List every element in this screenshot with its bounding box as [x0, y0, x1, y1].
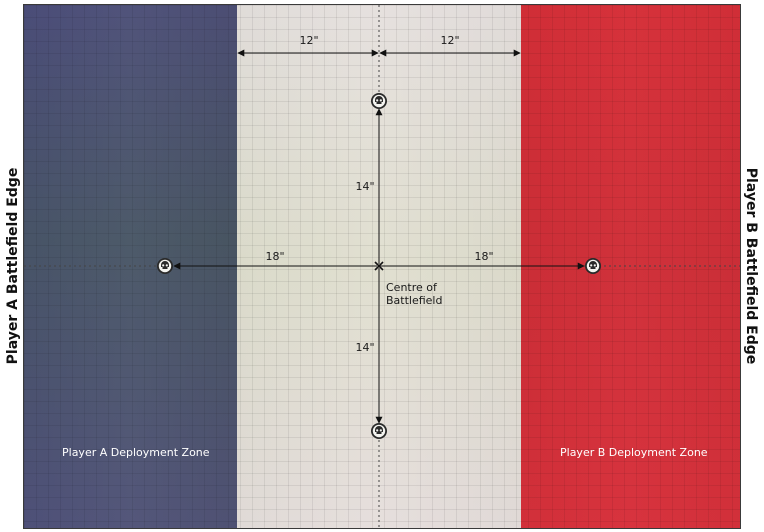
measure-down-label: 14"	[355, 341, 374, 354]
measure-right-label: 18"	[474, 250, 493, 263]
player-b-edge-label: Player B Battlefield Edge	[743, 167, 759, 365]
centre-of-battlefield-label: Centre of Battlefield	[386, 281, 442, 307]
centre-label-line1: Centre of	[386, 281, 437, 294]
player-a-edge-label: Player A Battlefield Edge	[5, 167, 21, 365]
centre-label-line2: Battlefield	[386, 294, 443, 307]
objective-south-skull-icon	[371, 423, 387, 439]
battlefield-map: 12" 12" 14" 14" 18" 18" Centre of Battle…	[24, 5, 740, 528]
objective-east-skull-icon	[585, 258, 601, 274]
player-a-deployment-zone-label: Player A Deployment Zone	[62, 446, 210, 459]
centre-point-icon	[374, 261, 384, 271]
player-b-deployment-zone-label: Player B Deployment Zone	[560, 446, 708, 459]
measure-top-right-label: 12"	[440, 34, 459, 47]
measurement-overlay: 12" 12" 14" 14" 18" 18"	[24, 5, 740, 528]
measure-up-label: 14"	[355, 180, 374, 193]
measure-left-label: 18"	[265, 250, 284, 263]
objective-west-skull-icon	[157, 258, 173, 274]
objective-north-skull-icon	[371, 93, 387, 109]
measure-top-left-label: 12"	[299, 34, 318, 47]
